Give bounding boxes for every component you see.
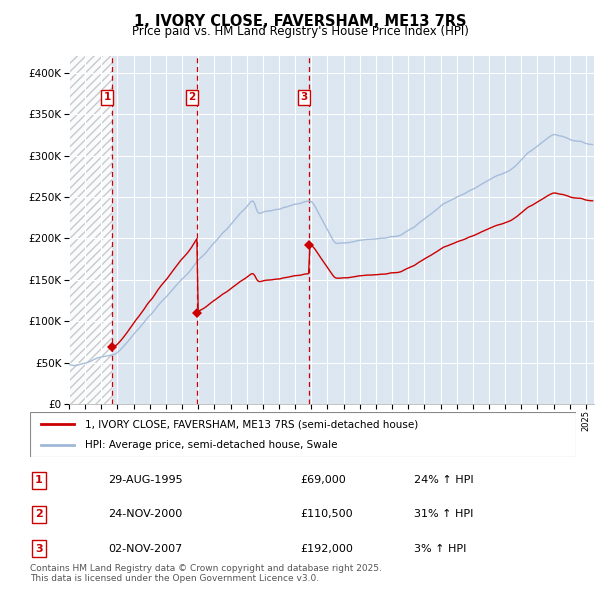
- Text: 24-NOV-2000: 24-NOV-2000: [108, 510, 182, 519]
- Text: 2: 2: [35, 510, 43, 519]
- Text: 29-AUG-1995: 29-AUG-1995: [108, 476, 182, 485]
- Text: 3% ↑ HPI: 3% ↑ HPI: [414, 544, 466, 553]
- Text: 02-NOV-2007: 02-NOV-2007: [108, 544, 182, 553]
- Text: 3: 3: [300, 93, 308, 103]
- Text: 1: 1: [103, 93, 111, 103]
- Text: Price paid vs. HM Land Registry's House Price Index (HPI): Price paid vs. HM Land Registry's House …: [131, 25, 469, 38]
- Text: 1: 1: [35, 476, 43, 485]
- Text: £192,000: £192,000: [300, 544, 353, 553]
- Text: £69,000: £69,000: [300, 476, 346, 485]
- Text: 2: 2: [188, 93, 196, 103]
- Text: 3: 3: [35, 544, 43, 553]
- Text: £110,500: £110,500: [300, 510, 353, 519]
- Text: 31% ↑ HPI: 31% ↑ HPI: [414, 510, 473, 519]
- Text: 1, IVORY CLOSE, FAVERSHAM, ME13 7RS (semi-detached house): 1, IVORY CLOSE, FAVERSHAM, ME13 7RS (sem…: [85, 419, 418, 429]
- Text: 1, IVORY CLOSE, FAVERSHAM, ME13 7RS: 1, IVORY CLOSE, FAVERSHAM, ME13 7RS: [134, 14, 466, 28]
- Text: Contains HM Land Registry data © Crown copyright and database right 2025.
This d: Contains HM Land Registry data © Crown c…: [30, 563, 382, 583]
- Text: 24% ↑ HPI: 24% ↑ HPI: [414, 476, 473, 485]
- Text: HPI: Average price, semi-detached house, Swale: HPI: Average price, semi-detached house,…: [85, 440, 337, 450]
